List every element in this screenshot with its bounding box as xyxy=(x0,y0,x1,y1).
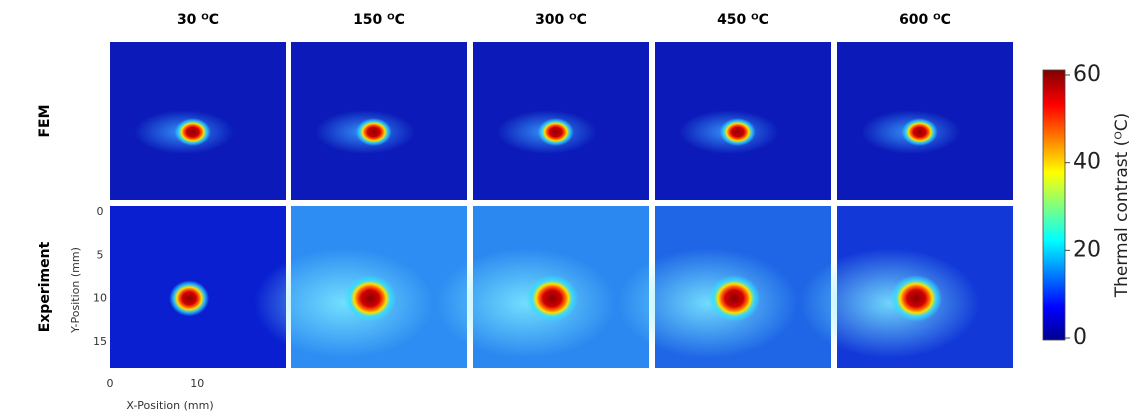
x-tick-label: 10 xyxy=(190,377,204,390)
colorbar-tick-label: 60 xyxy=(1073,62,1101,87)
column-title: 600 ᴼC xyxy=(899,12,951,28)
hot-spot xyxy=(538,118,574,146)
hot-spot xyxy=(344,275,396,322)
hot-spot xyxy=(708,275,760,322)
column-title: 300 ᴼC xyxy=(535,12,587,28)
y-tick-label: 10 xyxy=(93,292,107,305)
hot-spot xyxy=(175,118,211,146)
heat-glow xyxy=(800,248,980,358)
hot-spot xyxy=(890,275,942,322)
row-label: Experiment xyxy=(37,241,53,332)
row-label: FEM xyxy=(37,104,53,137)
x-tick-label: 0 xyxy=(107,377,114,390)
colorbar-tick-label: 40 xyxy=(1073,150,1101,175)
y-tick-label: 5 xyxy=(97,248,104,261)
y-tick-label: 0 xyxy=(97,205,104,218)
y-tick-label: 15 xyxy=(93,335,107,348)
hot-spot xyxy=(902,118,938,146)
colorbar-label: Thermal contrast (ᴼC) xyxy=(1112,113,1132,299)
hot-spot xyxy=(526,275,578,322)
colorbar-tick-label: 20 xyxy=(1073,237,1101,262)
column-title: 30 ᴼC xyxy=(177,12,219,28)
column-title: 450 ᴼC xyxy=(717,12,769,28)
figure: FEM Experiment Y-Position (mm) X-Positio… xyxy=(0,0,1148,414)
hot-spot xyxy=(720,118,756,146)
hot-spot xyxy=(169,280,209,316)
hot-spot xyxy=(356,118,392,146)
colorbar xyxy=(1043,70,1065,340)
heat-glow xyxy=(436,248,616,358)
x-axis-label: X-Position (mm) xyxy=(126,399,213,412)
colorbar-tick-label: 0 xyxy=(1073,325,1087,350)
y-axis-label: Y-Position (mm) xyxy=(69,247,82,334)
column-title: 150 ᴼC xyxy=(353,12,405,28)
heat-glow xyxy=(618,248,798,358)
heat-glow xyxy=(254,248,434,358)
